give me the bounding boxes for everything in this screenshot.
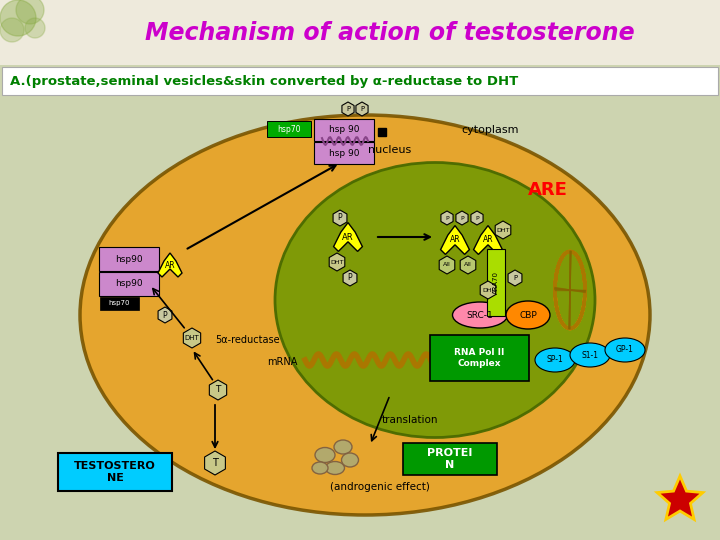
FancyBboxPatch shape xyxy=(430,335,529,381)
Text: P: P xyxy=(348,273,352,282)
Text: hsp90: hsp90 xyxy=(115,254,143,264)
FancyBboxPatch shape xyxy=(267,121,311,137)
Text: P: P xyxy=(346,106,350,112)
Text: RNA Pol II
Complex: RNA Pol II Complex xyxy=(454,348,504,368)
Text: P: P xyxy=(445,215,449,220)
Text: 5α-reductase: 5α-reductase xyxy=(215,335,279,345)
Circle shape xyxy=(16,0,44,24)
Text: hsp 90: hsp 90 xyxy=(329,148,359,158)
Polygon shape xyxy=(439,256,455,274)
Ellipse shape xyxy=(275,163,595,437)
Text: T: T xyxy=(212,458,218,468)
Text: hsp 90: hsp 90 xyxy=(329,125,359,134)
Text: hsp70: hsp70 xyxy=(277,125,301,133)
FancyBboxPatch shape xyxy=(314,142,374,164)
FancyBboxPatch shape xyxy=(58,453,172,491)
Text: translation: translation xyxy=(382,415,438,425)
FancyBboxPatch shape xyxy=(314,119,374,141)
Text: ARE: ARE xyxy=(528,181,568,199)
Text: All: All xyxy=(443,262,451,267)
Ellipse shape xyxy=(506,301,550,329)
Text: TESTOSTERO
NE: TESTOSTERO NE xyxy=(74,461,156,483)
Text: mRNA: mRNA xyxy=(268,357,298,367)
Text: cytoplasm: cytoplasm xyxy=(462,125,518,135)
Polygon shape xyxy=(495,221,510,239)
FancyBboxPatch shape xyxy=(487,249,505,316)
Text: P: P xyxy=(163,310,167,320)
Polygon shape xyxy=(204,451,225,475)
Text: DHT: DHT xyxy=(184,335,199,341)
Circle shape xyxy=(0,18,24,42)
FancyBboxPatch shape xyxy=(99,272,159,296)
Polygon shape xyxy=(356,102,368,116)
Text: Mechanism of action of testosterone: Mechanism of action of testosterone xyxy=(145,21,635,45)
Text: All: All xyxy=(464,262,472,267)
Text: hsp70: hsp70 xyxy=(108,300,130,306)
Text: nucleus: nucleus xyxy=(369,145,412,155)
FancyBboxPatch shape xyxy=(403,443,497,475)
Polygon shape xyxy=(158,253,182,277)
Text: A.(prostate,seminal vesicles&skin converted by α-reductase to DHT: A.(prostate,seminal vesicles&skin conver… xyxy=(10,75,518,87)
Text: DHI: DHI xyxy=(482,287,494,293)
Ellipse shape xyxy=(325,462,344,475)
Text: ARA70: ARA70 xyxy=(493,271,499,294)
Ellipse shape xyxy=(315,448,335,462)
FancyBboxPatch shape xyxy=(0,0,720,65)
Ellipse shape xyxy=(535,348,575,372)
Text: P: P xyxy=(338,213,342,222)
Polygon shape xyxy=(441,211,453,225)
Ellipse shape xyxy=(452,302,508,328)
Text: S1-1: S1-1 xyxy=(582,350,598,360)
Text: hsp90: hsp90 xyxy=(115,280,143,288)
Text: GP-1: GP-1 xyxy=(616,346,634,354)
Text: PROTEI
N: PROTEI N xyxy=(427,448,473,470)
Polygon shape xyxy=(480,281,496,299)
Text: DHT: DHT xyxy=(330,260,343,265)
Ellipse shape xyxy=(312,462,328,474)
Text: P: P xyxy=(460,215,464,220)
Polygon shape xyxy=(342,102,354,116)
Ellipse shape xyxy=(334,440,352,454)
Polygon shape xyxy=(333,222,362,252)
Polygon shape xyxy=(508,270,522,286)
Polygon shape xyxy=(456,211,468,225)
Polygon shape xyxy=(471,211,483,225)
Text: SRC-1: SRC-1 xyxy=(467,310,493,320)
Polygon shape xyxy=(343,270,357,286)
Text: (androgenic effect): (androgenic effect) xyxy=(330,482,430,492)
FancyBboxPatch shape xyxy=(378,128,386,136)
Text: P: P xyxy=(475,215,479,220)
Ellipse shape xyxy=(570,343,610,367)
FancyBboxPatch shape xyxy=(99,296,138,309)
Ellipse shape xyxy=(605,338,645,362)
Text: AR: AR xyxy=(450,235,460,245)
Circle shape xyxy=(0,0,36,36)
Polygon shape xyxy=(657,476,703,519)
Text: T: T xyxy=(215,386,221,395)
Polygon shape xyxy=(333,210,347,226)
Polygon shape xyxy=(441,226,469,254)
FancyBboxPatch shape xyxy=(2,67,718,95)
Text: CBP: CBP xyxy=(519,310,537,320)
Text: P: P xyxy=(513,275,517,281)
Text: AR: AR xyxy=(165,260,175,269)
Ellipse shape xyxy=(341,453,359,467)
Text: DHT: DHT xyxy=(496,227,510,233)
Text: P: P xyxy=(360,106,364,112)
FancyBboxPatch shape xyxy=(99,247,159,271)
Polygon shape xyxy=(184,328,201,348)
Text: AR: AR xyxy=(342,233,354,241)
Circle shape xyxy=(25,18,45,38)
Text: AR: AR xyxy=(482,235,493,245)
Ellipse shape xyxy=(80,115,650,515)
Polygon shape xyxy=(460,256,476,274)
Polygon shape xyxy=(158,307,172,323)
Text: SP-1: SP-1 xyxy=(546,355,563,364)
Polygon shape xyxy=(329,253,345,271)
Polygon shape xyxy=(210,380,227,400)
Polygon shape xyxy=(474,226,503,254)
